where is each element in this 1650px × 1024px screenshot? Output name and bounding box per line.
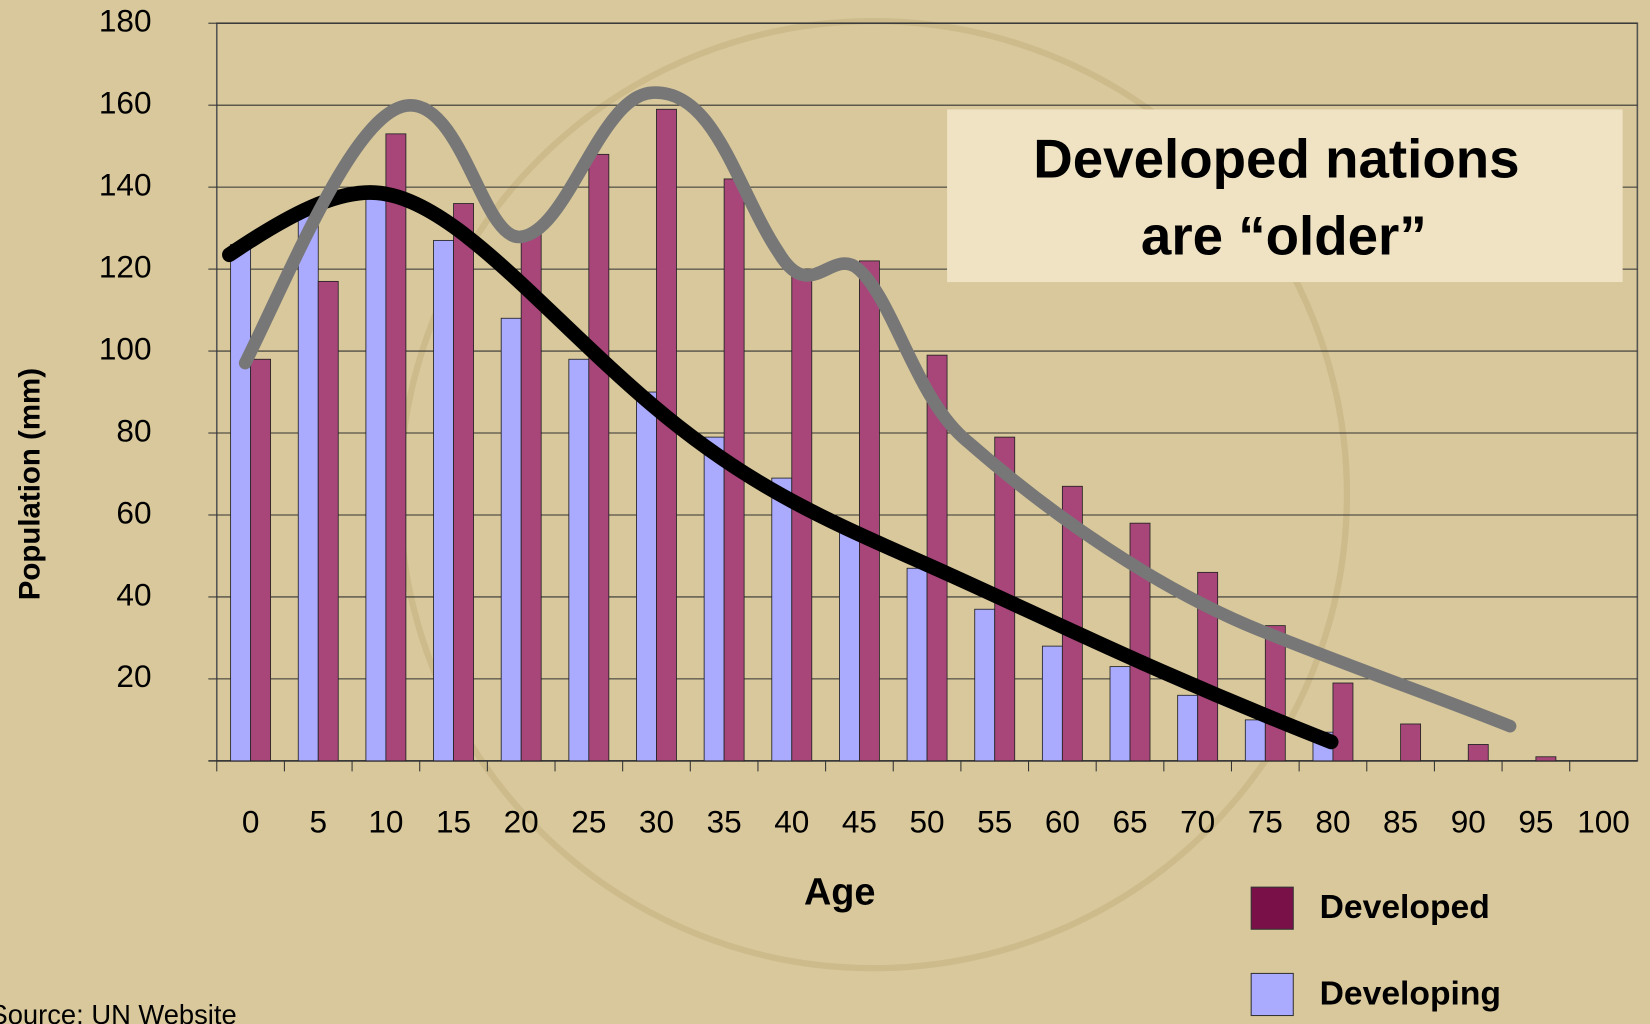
legend-swatch [1250, 972, 1294, 1017]
annotation: Developed nations [1033, 128, 1519, 190]
bar [568, 358, 590, 762]
x-tick-label: 0 [242, 803, 260, 839]
bar [703, 436, 725, 762]
bar [1244, 719, 1266, 762]
bar [1109, 666, 1131, 762]
x-tick-label: 25 [571, 803, 606, 839]
bar [859, 260, 880, 762]
legend-swatch [1250, 886, 1294, 930]
bar [906, 567, 928, 762]
x-tick-label: 65 [1112, 803, 1147, 839]
annotation: are “older” [1141, 204, 1427, 266]
y-tick-label: 80 [116, 412, 151, 448]
x-tick-label: 70 [1180, 803, 1215, 839]
bar [250, 358, 272, 762]
bar [365, 190, 387, 762]
bar [1400, 723, 1422, 762]
bar [771, 477, 793, 762]
y-tick-label: 100 [99, 330, 152, 366]
x-tick-label: 20 [504, 803, 539, 839]
bar [1332, 682, 1354, 762]
x-tick-label: 75 [1248, 803, 1283, 839]
x-tick-label: 30 [639, 803, 674, 839]
bar [230, 244, 252, 762]
y-tick-label: 140 [99, 166, 152, 202]
x-tick-label: 100 [1577, 803, 1630, 839]
bar [297, 215, 319, 762]
bar [453, 203, 474, 762]
bar [1129, 522, 1151, 762]
bar [1197, 571, 1219, 762]
bar [1041, 645, 1063, 762]
legend-label: Developed [1320, 889, 1490, 926]
y-tick-label: 40 [116, 576, 151, 612]
x-tick-label: 45 [842, 803, 877, 839]
bar [974, 608, 996, 762]
bar [588, 153, 610, 762]
y-tick-label: 160 [99, 85, 152, 121]
x-tick-label: 55 [977, 803, 1012, 839]
bar [520, 231, 542, 762]
bar [500, 317, 522, 762]
y-tick-label: 20 [116, 658, 151, 694]
bar [839, 526, 860, 762]
x-axis-title: Age [804, 872, 876, 914]
x-tick-label: 15 [436, 803, 471, 839]
bar [317, 280, 339, 762]
x-tick-label: 90 [1451, 803, 1486, 839]
x-tick-label: 40 [774, 803, 809, 839]
bar [433, 239, 454, 762]
x-tick-label: 5 [309, 803, 327, 839]
bar [1177, 694, 1199, 762]
source: Source: UN Website [0, 999, 237, 1024]
y-axis-title: Population (mm) [13, 368, 46, 600]
y-tick-label: 60 [116, 494, 151, 530]
trend-developed [238, 86, 1517, 733]
bar [636, 391, 657, 762]
y-tick-label: 180 [99, 3, 152, 39]
x-tick-label: 85 [1383, 803, 1418, 839]
annotation-box [947, 109, 1623, 283]
x-tick-label: 60 [1045, 803, 1080, 839]
x-tick-label: 95 [1518, 803, 1553, 839]
legend-label: Developing [1320, 975, 1501, 1012]
y-tick-label: 120 [99, 248, 152, 284]
bar [1467, 744, 1489, 762]
x-tick-label: 50 [910, 803, 945, 839]
bar [1535, 756, 1557, 762]
bar [656, 108, 677, 762]
x-tick-label: 35 [707, 803, 742, 839]
x-tick-label: 10 [368, 803, 403, 839]
bar [385, 133, 407, 762]
x-tick-label: 80 [1315, 803, 1350, 839]
trend-developing [222, 185, 1339, 750]
